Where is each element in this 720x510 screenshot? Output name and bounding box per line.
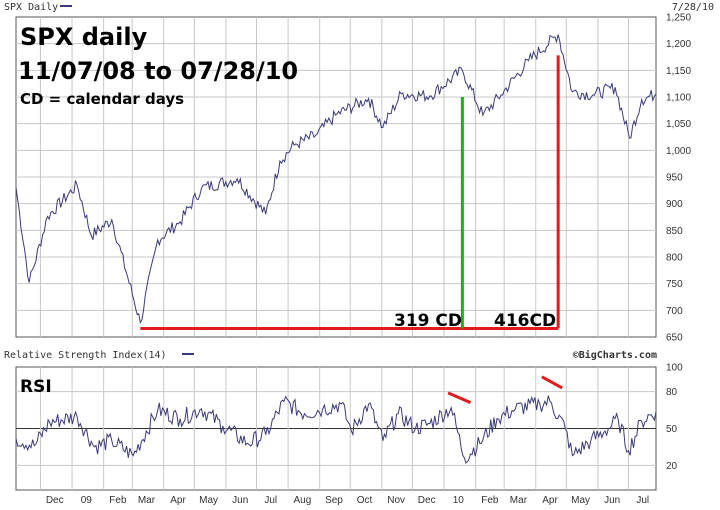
annotation-cd-legend: CD = calendar days [20,90,184,108]
x-tick-label: May [199,495,218,506]
x-tick-label: Feb [481,495,499,506]
price-y-tick-label: 1,250 [666,13,691,24]
x-tick-label: Apr [170,495,186,506]
spx-price-line [15,34,657,325]
price-annotations [140,55,560,330]
x-tick-label: Apr [542,495,558,506]
x-tick-label: Oct [357,495,373,506]
x-tick-label: Feb [109,495,127,506]
rsi-y-tick-label: 80 [666,387,678,398]
x-tick-label: Dec [418,495,436,506]
price-y-tick-label: 1,200 [666,39,691,50]
rsi-divergence-segment [541,375,563,390]
x-tick-label: Mar [138,495,156,506]
x-tick-label: Jul [636,495,649,506]
price-y-tick-label: 700 [666,306,683,317]
price-y-tick-label: 850 [666,226,683,237]
annotation-rsi: RSI [20,377,52,397]
price-y-tick-label: 1,150 [666,66,691,77]
x-tick-label: Mar [510,495,528,506]
price-y-axis: 650 700 750 800 850 900 950 1,000 1,050 1,100 1,15… [666,13,691,344]
price-y-tick-label: 800 [666,253,683,264]
chart-header-date: 7/28/10 [672,2,714,13]
x-tick-label: 10 [453,495,465,506]
price-y-tick-label: 900 [666,199,683,210]
price-grid [16,17,656,337]
rsi-grid [16,367,656,490]
price-y-tick-label: 1,050 [666,119,691,130]
label-416-cd: 416CD [494,311,556,331]
rsi-annotations [447,375,563,405]
annotation-title: SPX daily [20,23,148,51]
rsi-y-tick-label: 50 [666,424,678,435]
rsi-y-tick-label: 100 [666,363,683,374]
rsi-line [15,395,657,464]
x-tick-label: Sep [325,495,343,506]
rsi-divergence-segment [447,391,472,405]
x-tick-label: May [571,495,590,506]
annotation-date-range: 11/07/08 to 07/28/10 [18,57,298,85]
x-tick-label: Dec [46,495,64,506]
rsi-y-axis: 20 50 80 100 [666,363,683,472]
rsi-header-label: Relative Strength Index(14) [4,350,167,361]
price-y-tick-label: 650 [666,333,683,344]
rsi-y-tick-label: 20 [666,461,678,472]
x-tick-label: Jul [264,495,277,506]
header-series-swatch [60,5,72,7]
x-tick-label: Jun [232,495,248,506]
rsi-header-swatch [182,353,194,355]
price-y-tick-label: 1,000 [666,146,691,157]
label-319-cd: 319 CD [394,311,462,331]
x-tick-label: Jun [604,495,620,506]
x-tick-label: 09 [81,495,93,506]
price-y-tick-label: 950 [666,173,683,184]
brand-label: ©BigCharts.com [573,349,657,361]
x-axis: Dec 09 Feb Mar Apr May Jun Jul Aug Sep Oct Nov Dec 10… [46,495,649,506]
chart-header-title: SPX Daily [4,2,58,13]
price-y-tick-label: 750 [666,279,683,290]
price-y-tick-label: 1,100 [666,93,691,104]
x-tick-label: Nov [387,495,405,506]
x-tick-label: Aug [293,495,311,506]
